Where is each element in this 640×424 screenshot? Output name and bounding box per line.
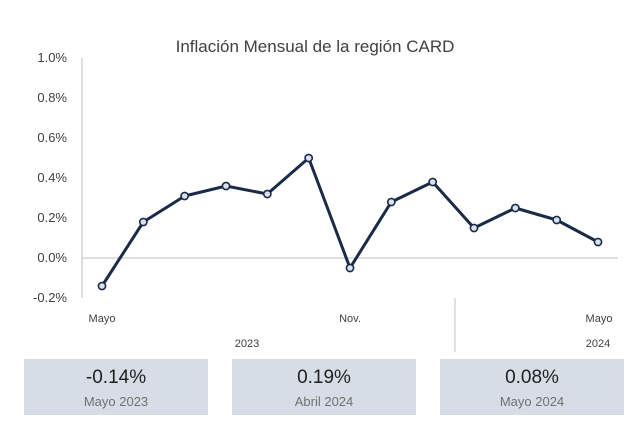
y-tick-labels: 1.0% 0.8% 0.6% 0.4% 0.2% 0.0% -0.2% xyxy=(33,50,67,305)
data-point-6 xyxy=(345,263,355,273)
y-tick-label: 0.4% xyxy=(37,170,67,185)
data-point-2 xyxy=(180,191,190,201)
x-tick-label-mayo-2024: Mayo xyxy=(586,313,613,325)
data-point-0 xyxy=(97,281,107,291)
card-label: Mayo 2024 xyxy=(499,394,565,409)
data-point-3 xyxy=(221,181,231,191)
data-point-5 xyxy=(304,153,314,163)
data-point-7 xyxy=(386,197,396,207)
card-value: 0.19% xyxy=(297,367,351,388)
chart-title: Inflación Mensual de la región CARD xyxy=(176,37,455,56)
card-value: -0.14% xyxy=(85,367,147,388)
summary-card-mayo-2023: -0.14% Mayo 2023 xyxy=(24,359,208,415)
line-chart: Inflación Mensual de la región CARD 1.0%… xyxy=(33,37,618,352)
data-point-4 xyxy=(262,189,272,199)
card-value: 0.08% xyxy=(505,367,559,388)
year-label-2023: 2023 xyxy=(235,338,259,350)
x-tick-label-mayo-2023: Mayo xyxy=(89,313,116,325)
data-point-12 xyxy=(593,237,603,247)
summary-card-abril-2024: 0.19% Abril 2024 xyxy=(232,359,416,415)
data-point-9 xyxy=(469,223,479,233)
y-tick-label: 0.6% xyxy=(37,130,67,145)
y-tick-label: -0.2% xyxy=(33,290,67,305)
year-label-2024: 2024 xyxy=(586,338,610,350)
data-point-1 xyxy=(138,217,148,227)
y-tick-label: 1.0% xyxy=(37,50,67,65)
y-tick-label: 0.0% xyxy=(37,250,67,265)
y-tick-label: 0.2% xyxy=(37,210,67,225)
card-label: Abril 2024 xyxy=(294,394,354,409)
data-point-8 xyxy=(428,177,438,187)
data-points xyxy=(97,153,603,291)
summary-card-mayo-2024: 0.08% Mayo 2024 xyxy=(440,359,624,415)
card-label: Mayo 2023 xyxy=(83,394,149,409)
data-point-11 xyxy=(552,215,562,225)
y-tick-label: 0.8% xyxy=(37,90,67,105)
data-point-10 xyxy=(510,203,520,213)
x-tick-label-nov: Nov. xyxy=(339,313,361,325)
